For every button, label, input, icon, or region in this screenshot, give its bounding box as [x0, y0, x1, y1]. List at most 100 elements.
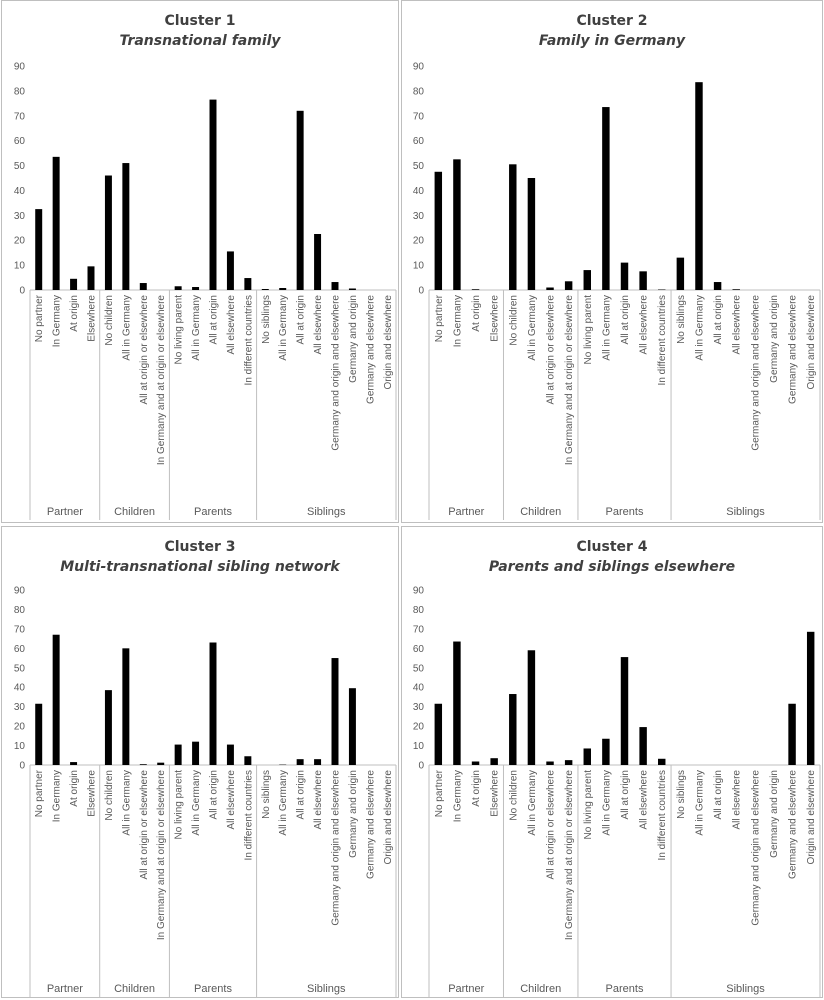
y-tick-label-20: 20 [14, 236, 26, 247]
bar-children-no-children [104, 690, 112, 765]
y-tick-label-50: 50 [413, 663, 425, 674]
bar-parents-all-at-origin [620, 262, 629, 290]
bar-children-in-germany-and-at-origin-or-elsewhere [157, 762, 165, 765]
x-tick-label-germany-and-origin-and-elsewhere: Germany and origin and elsewhere [331, 770, 342, 926]
group-label-children: Children [520, 506, 561, 518]
y-tick-label-10: 10 [14, 261, 26, 272]
x-tick-label-germany-and-origin-and-elsewhere: Germany and origin and elsewhere [750, 770, 761, 926]
x-tick-label-all-at-origin: All at origin [209, 295, 220, 344]
x-tick-label-in-different-countries: In different countries [243, 770, 254, 860]
y-tick-label-70: 70 [14, 111, 26, 122]
x-tick-label-germany-and-origin: Germany and origin [769, 295, 780, 383]
group-label-partner: Partner [448, 506, 484, 518]
bar-parents-in-different-countries [244, 278, 252, 290]
x-tick-label-in-germany-and-at-origin-or-elsewhere: In Germany and at origin or elsewhere [564, 295, 575, 466]
bar-parents-no-living-parent [174, 286, 182, 290]
bar-partner-no-partner [35, 209, 43, 290]
cluster-4-title: Cluster 4 [576, 539, 648, 555]
y-tick-label-0: 0 [418, 286, 424, 297]
bar-parents-no-living-parent [583, 748, 591, 765]
x-tick-label-germany-and-origin: Germany and origin [348, 295, 359, 383]
bar-siblings-germany-and-origin-and-elsewhere [331, 282, 339, 290]
x-tick-label-no-siblings: No siblings [676, 770, 687, 819]
group-label-children: Children [114, 983, 155, 995]
y-tick-label-20: 20 [413, 236, 425, 247]
cluster-4-panel: Cluster 4 Parents and siblings elsewhere… [401, 526, 823, 998]
x-tick-label-in-germany: In Germany [452, 770, 463, 822]
x-tick-label-at-origin: At origin [471, 295, 482, 332]
bar-siblings-all-at-origin [713, 282, 722, 290]
x-tick-label-at-origin: At origin [471, 770, 482, 807]
x-tick-label-all-elsewhere: All elsewhere [639, 770, 650, 830]
y-tick-label-10: 10 [413, 261, 425, 272]
x-tick-label-all-in-germany: All in Germany [121, 770, 132, 836]
bar-siblings-no-siblings [676, 257, 685, 290]
bar-parents-all-elsewhere [226, 744, 234, 765]
group-label-siblings: Siblings [307, 506, 346, 518]
x-tick-label-germany-and-origin: Germany and origin [769, 770, 780, 858]
y-tick-label-30: 30 [14, 211, 26, 222]
x-tick-label-germany-and-elsewhere: Germany and elsewhere [788, 295, 799, 404]
y-tick-label-50: 50 [413, 161, 425, 172]
y-tick-label-60: 60 [14, 136, 26, 147]
group-label-parents: Parents [194, 506, 232, 518]
y-tick-label-30: 30 [413, 211, 425, 222]
bar-children-all-in-germany [122, 163, 130, 290]
x-tick-label-all-in-germany: All in Germany [601, 770, 612, 836]
x-tick-label-all-in-germany: All in Germany [191, 770, 202, 836]
bar-parents-all-in-germany [192, 741, 200, 765]
x-tick-label-all-in-germany: All in Germany [278, 770, 289, 836]
x-tick-label-all-in-germany: All in Germany [694, 295, 705, 361]
y-tick-label-80: 80 [14, 605, 26, 616]
x-tick-label-all-at-origin: All at origin [620, 295, 631, 344]
x-tick-label-elsewhere: Elsewhere [87, 295, 98, 342]
cluster-3-title-block: Cluster 3 Multi-transnational sibling ne… [2, 537, 398, 577]
x-tick-label-elsewhere: Elsewhere [87, 770, 98, 817]
group-label-children: Children [520, 983, 561, 995]
bar-parents-all-elsewhere [226, 251, 234, 290]
cluster-3-subtitle: Multi-transnational sibling network [60, 559, 340, 575]
x-tick-label-all-at-origin: All at origin [713, 770, 724, 819]
bar-partner-in-germany [453, 159, 461, 290]
bar-siblings-germany-and-origin [348, 688, 356, 765]
x-tick-label-all-elsewhere: All elsewhere [732, 295, 743, 355]
cluster-1-subtitle: Transnational family [119, 33, 281, 49]
bar-siblings-all-at-origin [296, 110, 304, 290]
y-tick-label-60: 60 [413, 136, 425, 147]
bar-children-all-at-origin-or-elsewhere [546, 761, 554, 765]
bar-siblings-origin-and-elsewhere [806, 631, 815, 765]
bar-parents-in-different-countries [658, 758, 666, 765]
cluster-3-chart: 0 10 20 30 40 50 60 70 80 90 No partner In Germany A… [14, 586, 397, 997]
x-tick-label-no-siblings: No siblings [676, 295, 687, 344]
x-tick-label-all-at-origin-or-elsewhere: All at origin or elsewhere [546, 770, 557, 880]
group-label-siblings: Siblings [726, 506, 765, 518]
x-tick-label-all-elsewhere: All elsewhere [639, 295, 650, 355]
x-tick-label-origin-and-elsewhere: Origin and elsewhere [806, 295, 817, 390]
bar-parents-all-at-origin [620, 657, 629, 765]
bar-siblings-all-elsewhere [314, 759, 322, 765]
bar-partner-no-partner [434, 171, 443, 290]
bar-partner-elsewhere [87, 266, 95, 290]
x-tick-label-in-germany-and-at-origin-or-elsewhere: In Germany and at origin or elsewhere [564, 770, 575, 941]
x-tick-label-no-children: No children [508, 770, 519, 821]
y-tick-label-80: 80 [413, 86, 425, 97]
cluster-3-panel: Cluster 3 Multi-transnational sibling ne… [1, 526, 399, 998]
bar-parents-all-at-origin [209, 99, 217, 290]
bar-siblings-no-siblings [261, 289, 269, 290]
y-tick-label-60: 60 [413, 644, 425, 655]
y-tick-label-40: 40 [413, 683, 425, 694]
y-tick-label-20: 20 [413, 722, 425, 733]
group-label-parents: Parents [194, 983, 232, 995]
bar-parents-in-different-countries [244, 756, 252, 765]
y-tick-label-10: 10 [14, 741, 26, 752]
x-tick-label-all-elsewhere: All elsewhere [313, 770, 324, 830]
bar-siblings-all-in-germany [695, 82, 703, 290]
x-tick-label-no-children: No children [104, 770, 115, 821]
x-tick-label-elsewhere: Elsewhere [490, 295, 501, 342]
x-tick-label-all-in-germany: All in Germany [121, 295, 132, 361]
x-tick-label-all-in-germany: All in Germany [694, 770, 705, 836]
bar-parents-all-in-germany [602, 107, 610, 290]
bar-parents-all-in-germany [602, 738, 610, 765]
bar-children-all-at-origin-or-elsewhere [546, 287, 554, 290]
